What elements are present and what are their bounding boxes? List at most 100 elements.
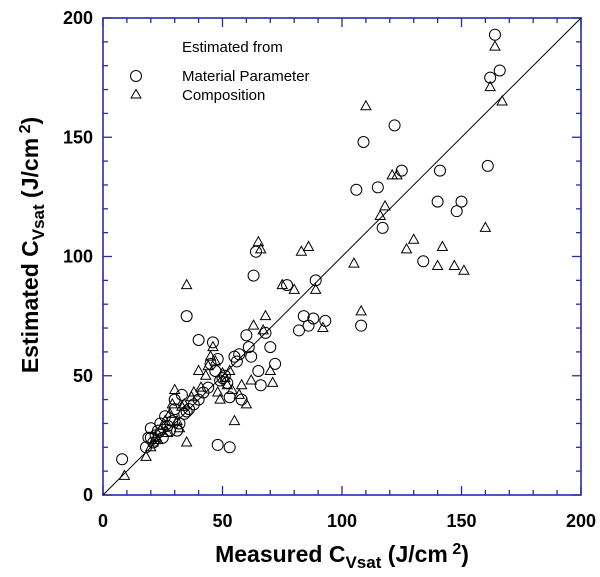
- data-point-circle: [433, 164, 446, 177]
- data-point-triangle: [379, 199, 391, 211]
- data-point-triangle: [152, 433, 164, 445]
- data-point-triangle: [233, 388, 246, 399]
- y-axis-title: Estimated CVsat (J/cm 2): [17, 117, 48, 373]
- data-point-circle: [178, 407, 191, 420]
- y-tick-label: 0: [83, 485, 93, 505]
- data-point-triangle: [159, 414, 171, 426]
- data-point-circle: [202, 381, 215, 394]
- data-point-triangle: [204, 350, 217, 361]
- y-axis-title-unit: (J/cm: [17, 138, 43, 204]
- x-axis-title-unit: (J/cm: [381, 541, 447, 567]
- data-point-circle: [297, 310, 310, 323]
- data-point-triangle: [484, 80, 497, 92]
- data-point-circle: [481, 159, 494, 172]
- data-point-circle: [116, 453, 129, 466]
- data-point-triangle: [161, 426, 174, 437]
- legend-circle-icon: [130, 70, 142, 82]
- data-point-triangle: [489, 40, 501, 51]
- data-point-circle: [187, 398, 200, 411]
- data-point-triangle: [195, 381, 207, 392]
- data-point-triangle: [458, 264, 470, 275]
- x-tick-label: 150: [446, 511, 476, 531]
- data-point-circle: [192, 333, 205, 346]
- data-point-circle: [269, 357, 282, 370]
- legend-triangle-icon: [130, 88, 142, 99]
- data-point-triangle: [226, 383, 238, 395]
- data-point-circle: [171, 424, 184, 437]
- data-point-triangle: [180, 278, 193, 290]
- x-tick-label: 0: [98, 511, 108, 531]
- data-point-triangle: [178, 397, 191, 409]
- data-point-circle: [450, 205, 463, 218]
- x-axis-title: Measured CVsat (J/cm 2): [215, 541, 469, 572]
- y-tick-label: 100: [63, 247, 93, 267]
- data-point-triangle: [264, 364, 277, 375]
- data-point-circle: [180, 310, 193, 323]
- x-axis-title-close: ): [461, 541, 469, 567]
- data-point-triangle: [173, 421, 186, 433]
- data-point-triangle: [496, 94, 508, 106]
- data-point-circle: [240, 329, 253, 342]
- y-tick-label: 200: [63, 8, 93, 28]
- data-point-triangle: [176, 400, 188, 411]
- y-tick-labels: 0 50 100 150 200: [63, 8, 93, 505]
- data-point-triangle: [247, 319, 260, 330]
- data-point-triangle: [436, 240, 449, 251]
- data-point-triangle: [259, 309, 272, 321]
- data-point-triangle: [118, 469, 131, 480]
- data-point-circle: [242, 341, 255, 354]
- data-point-triangle: [360, 99, 372, 111]
- data-point-triangle: [252, 235, 265, 247]
- x-tick-labels: 0 50 100 150 200: [98, 511, 596, 531]
- data-point-triangle: [309, 283, 322, 294]
- data-point-circle: [211, 438, 224, 451]
- data-point-circle: [357, 136, 370, 149]
- data-point-triangle: [276, 278, 289, 290]
- legend-entry-composition: Composition: [182, 87, 265, 104]
- data-point-triangle: [149, 431, 162, 442]
- data-point-triangle: [374, 209, 387, 220]
- data-point-circle: [455, 195, 468, 208]
- data-point-circle: [183, 403, 196, 416]
- data-point-circle: [350, 183, 363, 196]
- y-tick-label: 150: [63, 127, 93, 147]
- y-tick-label: 50: [73, 366, 93, 386]
- data-point-circle: [307, 312, 320, 325]
- data-point-circle: [488, 28, 501, 41]
- data-point-circle: [417, 255, 430, 268]
- data-point-triangle: [448, 259, 461, 271]
- x-tick-label: 100: [327, 511, 357, 531]
- data-point-triangle: [479, 221, 492, 232]
- legend-title: Estimated from: [182, 39, 283, 56]
- data-point-circle: [355, 319, 368, 332]
- y-axis-title-main: Estimated C: [17, 240, 43, 373]
- x-tick-label: 50: [212, 511, 232, 531]
- data-point-triangle: [400, 242, 413, 254]
- data-point-triangle: [214, 393, 226, 404]
- data-point-triangle: [192, 364, 205, 375]
- axis-ticks: [102, 17, 582, 496]
- data-point-circle: [376, 221, 389, 234]
- data-point-circle: [264, 341, 277, 354]
- data-point-triangle: [266, 376, 279, 387]
- data-point-circle: [214, 374, 227, 387]
- data-point-triangle: [407, 233, 420, 244]
- data-point-triangle: [235, 378, 248, 390]
- data-point-circle: [180, 405, 193, 418]
- data-point-triangle: [431, 259, 444, 271]
- legend-entry-material: Material Parameter: [182, 68, 310, 85]
- data-point-triangle: [207, 340, 219, 352]
- data-point-triangle: [348, 257, 360, 268]
- data-point-triangle: [228, 414, 241, 426]
- data-point-circle: [247, 269, 260, 282]
- data-point-circle: [281, 279, 294, 292]
- data-point-triangle: [257, 323, 269, 335]
- data-point-triangle: [221, 378, 234, 390]
- data-point-triangle: [166, 397, 179, 409]
- x-axis-title-sup: 2: [448, 541, 461, 558]
- data-point-circle: [493, 64, 506, 77]
- legend: Estimated from Material Parameter Compos…: [130, 39, 310, 104]
- y-axis-title-sup: 2: [17, 124, 34, 137]
- data-point-circle: [245, 350, 258, 363]
- x-axis-title-main: Measured C: [215, 541, 345, 567]
